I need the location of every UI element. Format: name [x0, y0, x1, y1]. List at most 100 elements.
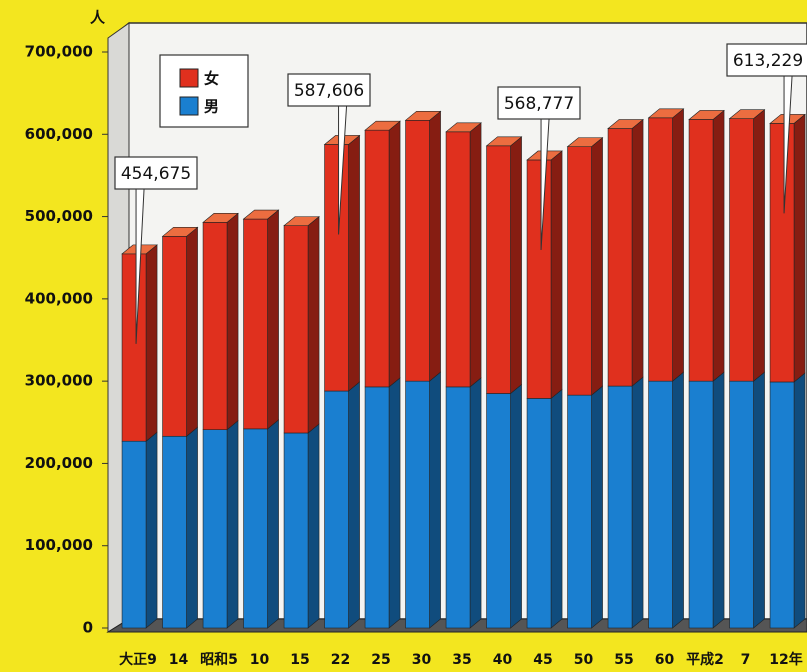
annotation: 587,606 — [294, 81, 364, 101]
bar — [202, 222, 228, 430]
bar-side — [469, 122, 482, 388]
bar-top — [364, 120, 401, 131]
y-tick-label: 300,000 — [25, 372, 93, 390]
x-tick-label: 60 — [655, 652, 675, 668]
bar-side — [429, 110, 441, 382]
bar — [283, 225, 309, 434]
unit-label: 人 — [90, 9, 106, 27]
y-tick-label: 200,000 — [25, 454, 93, 472]
bar-side — [348, 134, 360, 392]
bar — [202, 429, 228, 629]
x-tick-label: 7 — [741, 652, 751, 668]
x-tick-label: 15 — [290, 652, 309, 668]
bar — [445, 131, 471, 388]
annotation: 613,229 — [733, 51, 803, 71]
bar — [729, 118, 754, 382]
bar — [486, 145, 511, 394]
bar-side — [429, 371, 441, 629]
bar-side — [307, 423, 320, 629]
bar-side — [226, 212, 239, 431]
x-tick-label: 14 — [169, 652, 189, 668]
bar-side — [267, 209, 279, 430]
x-tick-label: 45 — [533, 652, 552, 668]
bar-side — [348, 381, 360, 629]
bar-top — [242, 209, 280, 220]
bar-side — [753, 109, 765, 382]
bar-side — [186, 226, 198, 437]
legend-swatch — [179, 68, 199, 88]
callout-box — [287, 73, 371, 107]
bar-top — [647, 108, 685, 119]
legend-label: 男 — [204, 98, 219, 116]
bar — [364, 129, 390, 388]
bar — [324, 390, 349, 629]
x-tick-label: 大正9 — [119, 651, 157, 668]
bar — [121, 253, 147, 442]
bar-side — [672, 371, 684, 629]
bar — [688, 380, 714, 629]
bar — [243, 428, 268, 629]
bar — [567, 146, 592, 396]
bar — [526, 398, 552, 629]
bar — [688, 119, 714, 382]
bar-top — [445, 122, 482, 133]
x-tick-label: 10 — [250, 652, 270, 668]
bar-side — [793, 372, 806, 629]
x-tick-label: 22 — [331, 652, 350, 668]
bar-top — [607, 119, 644, 129]
x-tick-label: 平成2 — [686, 651, 724, 668]
x-tick-label: 35 — [452, 652, 471, 668]
bar — [162, 236, 187, 437]
callout-box — [726, 43, 807, 77]
bar — [769, 123, 795, 383]
y-tick-label: 0 — [83, 619, 93, 637]
bar-side — [469, 377, 482, 629]
bar-side — [550, 150, 563, 400]
bar-side — [186, 426, 198, 629]
bar-side — [388, 120, 401, 388]
bar-side — [307, 215, 320, 434]
x-tick-label: 昭和5 — [200, 652, 238, 668]
x-tick-label: 30 — [412, 652, 432, 668]
bar-side — [631, 118, 644, 387]
annotation: 568,777 — [504, 94, 574, 114]
x-tick-label: 50 — [574, 652, 594, 668]
bar — [283, 432, 309, 629]
bar — [364, 386, 390, 629]
bar-side — [226, 420, 239, 629]
x-tick-label: 12年 — [769, 651, 802, 668]
bar-side — [388, 377, 401, 629]
callout-box — [114, 156, 198, 190]
bar — [526, 159, 552, 399]
bar-side — [550, 388, 563, 629]
bar — [769, 381, 795, 629]
bar-top — [404, 110, 442, 121]
bar-side — [712, 371, 725, 629]
bar-side — [712, 109, 725, 382]
bar — [324, 144, 349, 392]
y-tick-label: 100,000 — [25, 536, 93, 554]
y-tick-label: 500,000 — [25, 207, 93, 225]
bar-top — [202, 213, 239, 223]
bar-side — [591, 385, 603, 629]
bar — [729, 380, 754, 629]
bar-side — [672, 108, 684, 382]
bar-side — [793, 113, 806, 383]
bar-side — [145, 244, 158, 442]
bar — [486, 393, 511, 629]
bar-top — [283, 216, 320, 226]
bar-side — [510, 136, 522, 395]
bar-side — [145, 431, 158, 629]
bar — [243, 218, 268, 430]
bar-top — [566, 137, 604, 147]
bar — [607, 128, 633, 387]
bar — [648, 117, 673, 382]
bar-side — [510, 383, 522, 629]
bar-top — [161, 227, 199, 237]
callout-box — [497, 86, 581, 120]
bar — [567, 394, 592, 629]
bar — [162, 435, 187, 629]
y-tick-label: 700,000 — [25, 43, 93, 61]
bar-side — [631, 376, 644, 629]
